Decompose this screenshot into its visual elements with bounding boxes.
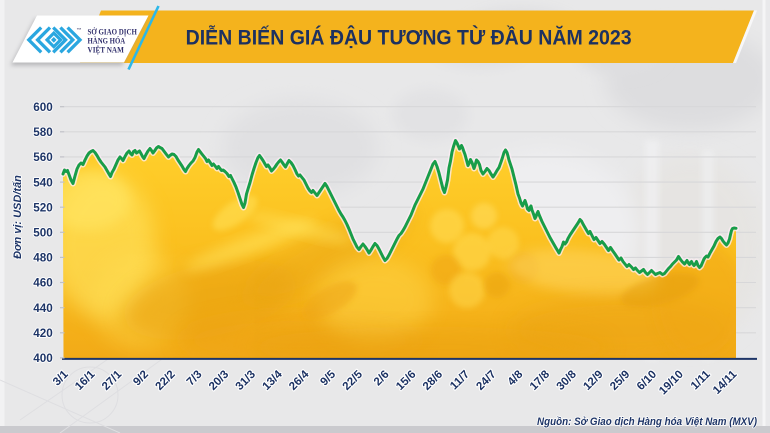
svg-text:560: 560 (33, 151, 53, 164)
svg-text:440: 440 (33, 302, 53, 315)
svg-text:™: ™ (77, 28, 82, 34)
svg-text:Nguồn: Sở Giao dịch Hàng hóa V: Nguồn: Sở Giao dịch Hàng hóa Việt Nam (M… (537, 416, 757, 428)
svg-text:HÀNG HÓA: HÀNG HÓA (88, 36, 126, 46)
svg-text:600: 600 (33, 101, 53, 114)
svg-text:SỞ GIAO DỊCH: SỞ GIAO DỊCH (88, 27, 138, 37)
svg-text:500: 500 (33, 227, 53, 240)
svg-text:420: 420 (33, 327, 53, 340)
svg-text:580: 580 (33, 126, 53, 139)
svg-text:520: 520 (33, 201, 53, 214)
svg-text:540: 540 (33, 176, 53, 189)
svg-text:VIỆT NAM: VIỆT NAM (88, 44, 124, 54)
svg-text:460: 460 (33, 277, 53, 290)
svg-text:400: 400 (33, 352, 53, 365)
svg-text:Đơn vị: USD/tấn: Đơn vị: USD/tấn (12, 175, 24, 259)
svg-text:DIỄN BIẾN GIÁ ĐẬU TƯƠNG TỪ ĐẦU: DIỄN BIẾN GIÁ ĐẬU TƯƠNG TỪ ĐẦU NĂM 2023 (186, 23, 632, 49)
svg-text:480: 480 (33, 252, 53, 265)
